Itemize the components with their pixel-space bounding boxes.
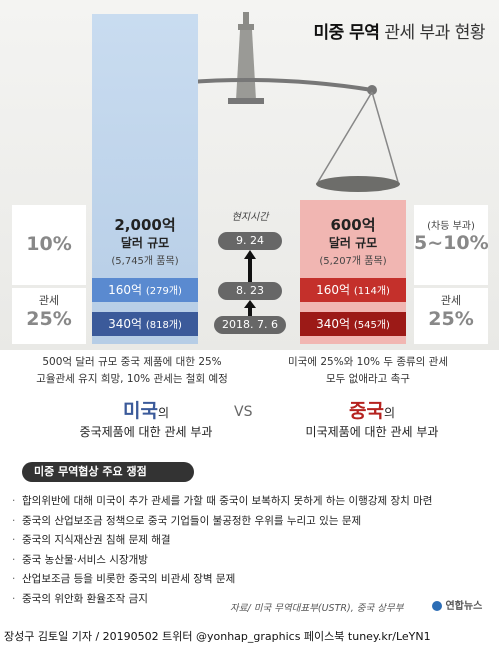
china-total-amount: 600억 xyxy=(330,216,376,234)
china-side-total-box: 관세 25% xyxy=(414,288,488,344)
china-description: 미국에 25%와 10% 두 종류의 관세 모두 없애라고 촉구 xyxy=(288,356,448,385)
china-tier2-bar: 340억 (545개) xyxy=(300,312,406,336)
us-heading: 미국의 중국제품에 대한 관세 부과 xyxy=(79,400,213,439)
issues-header: 미중 무역협상 주요 쟁점 xyxy=(22,462,194,482)
us-tier1-bar: 160억 (279개) xyxy=(92,278,198,302)
china-total-items: (5,207개 품목) xyxy=(319,256,387,267)
arrow-up-icon xyxy=(244,250,256,284)
us-total-amount: 2,000억 xyxy=(114,216,176,234)
date-pill-8-23: 8. 23 xyxy=(218,282,282,300)
list-item: 중국의 산업보조금 정책으로 중국 기업들이 불공정한 우위를 누리고 있는 문… xyxy=(12,512,492,532)
list-item: 중국의 위안화 환율조작 금지 xyxy=(12,590,492,610)
list-item: 산업보조금 등을 비롯한 중국의 비관세 장벽 문제 xyxy=(12,570,492,590)
us-total-items: (5,745개 품목) xyxy=(111,256,179,267)
date-pill-9-24: 9. 24 xyxy=(218,232,282,250)
page-title: 미중 무역 관세 부과 현황 xyxy=(313,23,485,43)
list-item: 중국의 지식재산권 침해 문제 해결 xyxy=(12,531,492,551)
china-total-label: 달러 규모 xyxy=(328,236,378,250)
list-item: 중국 농산물·서비스 시장개방 xyxy=(12,551,492,571)
us-side-rate-box: 10% xyxy=(12,205,86,285)
arrow-up-icon xyxy=(244,300,256,316)
us-tier2-bar: 340억 (818개) xyxy=(92,312,198,336)
us-total-label: 달러 규모 xyxy=(120,236,170,250)
date-pill-7-6: 2018. 7. 6 xyxy=(214,316,286,334)
issues-list: 합의위반에 대해 미국이 추가 관세를 가할 때 중국이 보복하지 못하게 하는… xyxy=(12,492,492,609)
source-note: 자료/ 미국 무역대표부(USTR), 중국 상무부 xyxy=(230,603,404,614)
china-heading: 중국의 미국제품에 대한 관세 부과 xyxy=(305,400,439,439)
list-item: 합의위반에 대해 미국이 추가 관세를 가할 때 중국이 보복하지 못하게 하는… xyxy=(12,492,492,512)
yonhap-logo: 연합뉴스 xyxy=(432,597,482,612)
timeline-label: 현지시간 xyxy=(231,212,269,223)
credit-footer: 장성구 김토일 기자 / 20190502 트위터 @yonhap_graphi… xyxy=(4,630,431,643)
globe-icon xyxy=(432,601,442,611)
us-side-total-box: 관세 25% xyxy=(12,288,86,344)
vs-label: VS xyxy=(234,404,253,420)
china-side-rate-box: (차등 부과) 5~10% xyxy=(414,205,489,285)
us-description: 500억 달러 규모 중국 제품에 대한 25% 고율관세 유지 희망, 10% … xyxy=(36,356,228,385)
china-tier1-bar: 160억 (114개) xyxy=(300,278,406,302)
